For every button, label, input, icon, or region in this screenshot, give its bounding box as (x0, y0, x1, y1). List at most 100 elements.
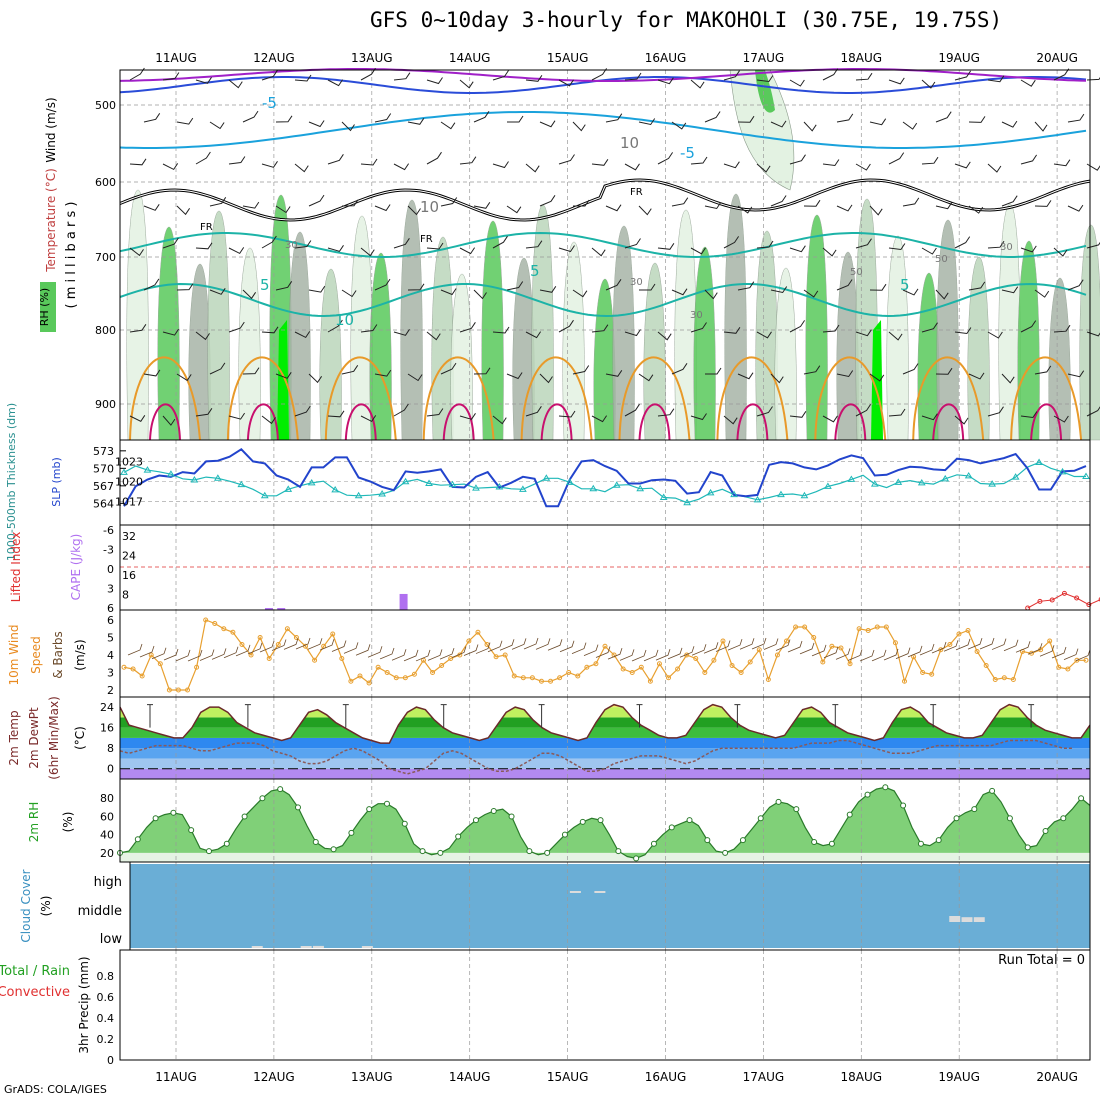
wind-barb (492, 70, 509, 81)
wind-barb (935, 111, 952, 123)
wind-barb (195, 331, 210, 341)
rh-shading (531, 204, 554, 441)
wind-barb (775, 639, 791, 651)
wind-barb (143, 204, 160, 211)
wind-barb (163, 648, 179, 661)
wind-barb (1075, 649, 1091, 661)
wind-barb (902, 363, 919, 375)
wind-barb (473, 202, 491, 209)
wind-barb (888, 77, 905, 85)
temperature-contour (344, 403, 377, 441)
slp-tick-label: 1020 (115, 476, 143, 489)
wind-speed-point (956, 631, 962, 637)
cloud-patch (594, 891, 606, 893)
cloud-patch (251, 946, 263, 948)
wind-barb (1063, 648, 1079, 660)
day-label-bottom: 16AUG (645, 1070, 687, 1084)
wind-speed-point (466, 638, 472, 644)
wind-barb (341, 121, 355, 132)
wind-speed-point (647, 678, 653, 684)
thickness-point (260, 491, 269, 499)
contour-label: FR (630, 187, 643, 198)
wind-barb (539, 120, 556, 128)
wind-barb (705, 367, 722, 375)
rh-shading (481, 220, 504, 441)
wind-barb (1020, 245, 1037, 253)
wind-speed-point (330, 631, 336, 637)
wind-speed-point (747, 659, 753, 665)
wind-speed-point (883, 624, 889, 630)
thickness-point (894, 478, 903, 485)
temp-axis-label: (6hr Min/Max) (47, 696, 61, 780)
temperature-contour (149, 403, 181, 441)
wind-barb (209, 362, 226, 375)
minmax-bar (930, 704, 937, 728)
rh-shading (369, 252, 392, 441)
rh-side-label: RH (%) (38, 288, 51, 326)
wind-barb (756, 406, 773, 417)
minmax-bar (147, 704, 153, 728)
wind-barb (987, 75, 1005, 83)
wind-barb (525, 75, 543, 82)
temperature-contour (226, 356, 299, 441)
day-label-bottom: 17AUG (743, 1070, 785, 1084)
wind-barb (1001, 286, 1019, 294)
wind-speed-point (865, 628, 871, 633)
wind-barb (638, 205, 652, 216)
wind-speed-point (892, 640, 898, 646)
wind-speed-point (1010, 677, 1016, 682)
temperature-band (120, 717, 1090, 728)
wind-barb (327, 245, 344, 252)
precip-total-label: Total / Rain (0, 964, 70, 979)
wind-barb (242, 110, 259, 123)
wind-speed-point (738, 670, 744, 675)
wind-speed-point (1083, 657, 1089, 663)
wind-barb (535, 638, 551, 650)
minmax-bar (538, 704, 545, 728)
wind-barb (558, 154, 575, 165)
minmax-bar (1028, 704, 1035, 728)
wind-barb (624, 403, 640, 417)
cloud-background (130, 864, 1090, 948)
wind-barb (327, 319, 343, 333)
thickness-axis-label: 1000-500mb Thickness (dm) (5, 403, 18, 561)
wind-barb (921, 413, 938, 421)
wind-barb (374, 204, 391, 212)
wind-barb (294, 74, 312, 82)
wind-barb (294, 331, 311, 339)
chart-title: GFS 0~10day 3-hourly for MAKOHOLI (30.75… (370, 8, 1003, 32)
minmax-bar (734, 704, 741, 728)
wind-barb (139, 645, 155, 658)
wind-barb (756, 331, 772, 339)
wind-barb (691, 644, 707, 656)
thickness-tick-label: 567 (93, 480, 114, 493)
contour-label: 5 (900, 276, 910, 294)
wind-speed-point (638, 664, 644, 670)
thickness-tick-label: 570 (93, 462, 114, 475)
wind-speed-point (511, 673, 517, 679)
wind-speed-point (620, 666, 626, 672)
wind-barb (859, 649, 875, 662)
temperature-contour (129, 356, 201, 441)
wind-barb (308, 373, 323, 384)
cape-tick-label: 24 (122, 550, 136, 563)
pressure-tick-label: 800 (95, 324, 116, 337)
thickness-point (659, 493, 668, 500)
wind-barb (492, 161, 509, 169)
thickness-point (425, 479, 433, 486)
wind-barb (1067, 204, 1084, 212)
rh-point (188, 827, 195, 834)
wind-barb (657, 77, 674, 85)
wind-barb (671, 121, 687, 130)
wind-barb (954, 236, 971, 249)
panel-frame (119, 439, 1091, 526)
precip-convective-label: Convective (0, 985, 70, 1000)
contour-label: -5 (680, 144, 695, 162)
wind-barb (511, 638, 527, 650)
thickness-line (123, 461, 1086, 504)
wind-barb (902, 197, 920, 207)
rh-shading (288, 231, 311, 441)
wind-barb (506, 205, 522, 214)
thickness-point (636, 484, 645, 492)
wind-barb (822, 159, 840, 167)
